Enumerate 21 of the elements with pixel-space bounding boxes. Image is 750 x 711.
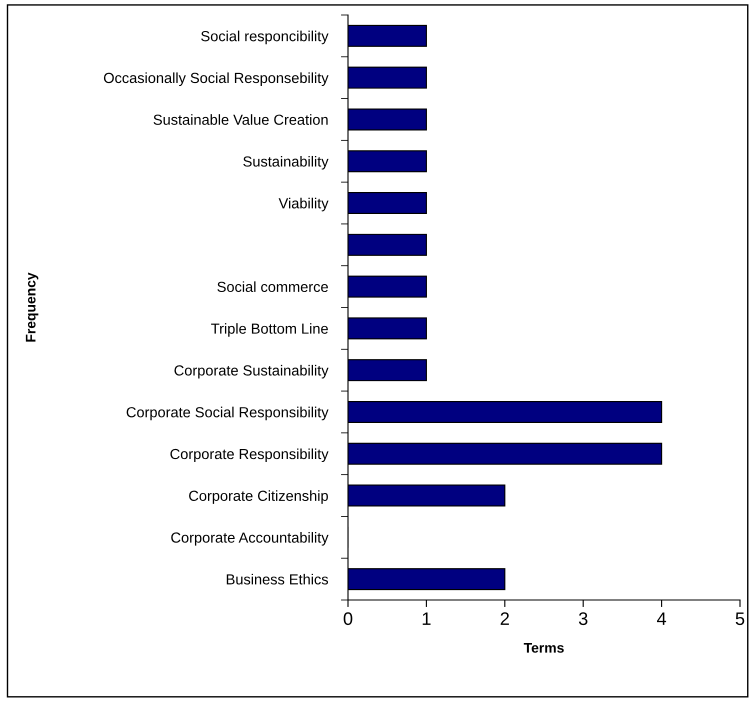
y-tick-label: Viability xyxy=(278,198,329,212)
x-tick-label: 2 xyxy=(500,612,509,625)
y-axis-title: Frequency xyxy=(26,272,38,342)
y-tick-label: Corporate Social Responsibility xyxy=(126,406,329,420)
x-tick-label: 4 xyxy=(656,612,666,625)
x-tick-label: 1 xyxy=(422,612,431,625)
y-tick-label: Business Ethics xyxy=(226,574,328,585)
y-tick-label: Social commerce xyxy=(217,281,328,292)
y-tick-label: Corporate Responsibility xyxy=(170,448,329,462)
x-tick-label: 0 xyxy=(344,612,352,626)
y-tick-label: Corporate Sustainability xyxy=(174,364,329,378)
y-tick-label: Occasionally Social Responsebility xyxy=(104,72,329,86)
x-axis-title: Terms xyxy=(524,643,564,653)
y-tick-label: Sustainable Value Creation xyxy=(154,114,328,125)
y-tick-label: Corporate Citizenship xyxy=(189,490,328,504)
x-tick-label: 5 xyxy=(736,612,744,626)
y-tick-label: Corporate Accountability xyxy=(171,532,329,546)
x-tick-label: 3 xyxy=(578,612,588,626)
y-tick-label: Sustainability xyxy=(243,156,329,170)
y-tick-label: Triple Bottom Line xyxy=(211,323,328,337)
y-tick-label: Social responcibility xyxy=(201,30,329,44)
